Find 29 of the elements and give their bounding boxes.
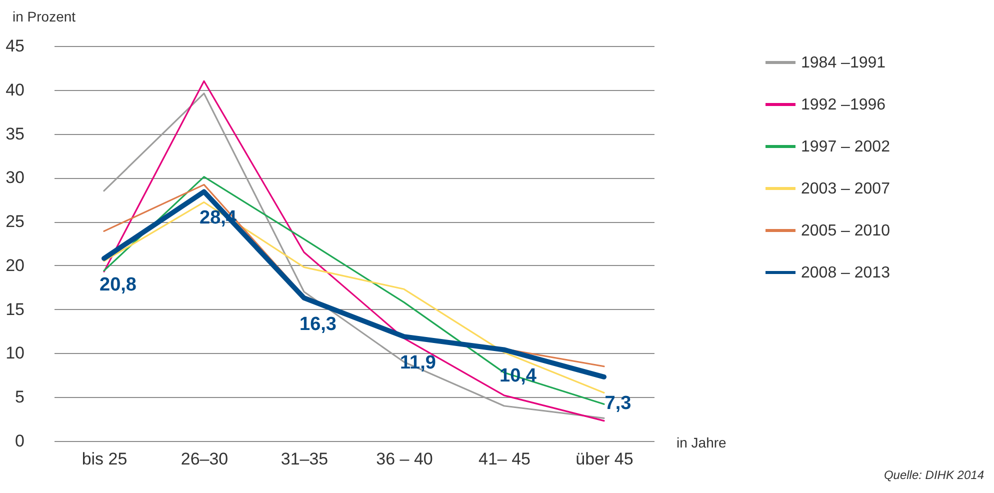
y-tick-label: 15 [6, 300, 24, 319]
x-tick-label: 41– 45 [478, 450, 530, 468]
y-tick-label: 5 [15, 388, 24, 407]
legend-label: 1984 –1991 [801, 54, 886, 72]
x-axis-title: in Jahre [676, 434, 727, 450]
y-tick-label: 30 [6, 168, 24, 188]
data-label: 11,9 [400, 352, 436, 374]
legend-label: 1997 – 2002 [801, 138, 890, 156]
x-tick-label: bis 25 [82, 450, 128, 468]
y-tick-label: 10 [6, 344, 24, 363]
legend-label: 2008 – 2013 [801, 264, 890, 282]
legend-label: 2003 – 2007 [801, 180, 890, 198]
y-tick-label: 20 [6, 256, 24, 275]
y-tick-label: 35 [6, 124, 24, 144]
x-tick-label: 31–35 [280, 450, 328, 468]
data-label: 16,3 [300, 314, 336, 335]
data-label: 7,3 [604, 392, 632, 414]
source-note: Quelle: DIHK 2014 [884, 468, 984, 482]
legend-label: 1992 –1996 [801, 96, 886, 114]
y-tick-label: 40 [6, 80, 24, 100]
data-label: 20,8 [100, 274, 136, 296]
y-tick-label: 0 [15, 432, 24, 450]
y-tick-label: 45 [6, 36, 24, 56]
y-axis-title: in Prozent [12, 8, 76, 24]
x-tick-label: 26–30 [180, 450, 228, 468]
y-tick-label: 25 [6, 212, 24, 232]
legend-label: 2005 – 2010 [801, 222, 890, 240]
x-tick-label: 36 – 40 [376, 450, 433, 468]
x-tick-label: über 45 [576, 450, 634, 468]
